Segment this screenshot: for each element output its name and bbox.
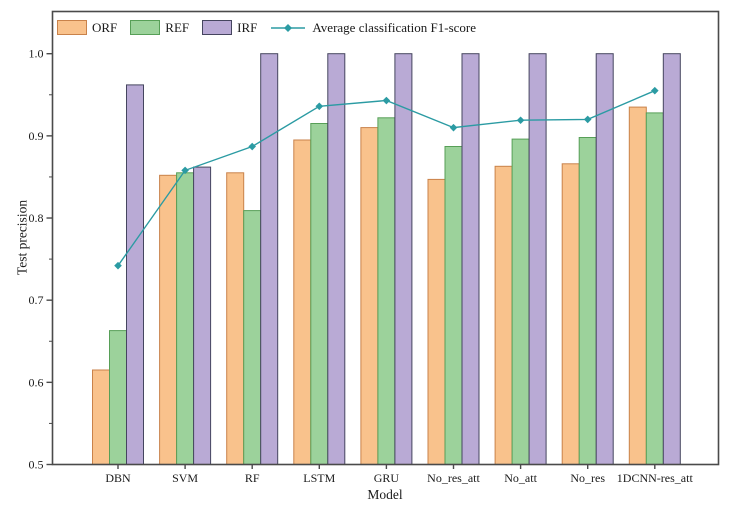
bar-irf-DBN bbox=[126, 84, 144, 466]
f1-score-marker-No_res bbox=[583, 115, 592, 124]
f1-score-marker-No_att bbox=[516, 116, 525, 125]
legend-swatch-ref bbox=[130, 20, 161, 35]
bar-irf-1DCNN-res_att bbox=[662, 53, 681, 465]
f1-score-marker-DBN bbox=[114, 261, 122, 270]
bar-orf-No_att bbox=[494, 165, 513, 466]
bar-irf-No_res_att bbox=[461, 53, 480, 465]
y-tick-label: 0.7 bbox=[29, 293, 44, 307]
bar-orf-DBN bbox=[92, 369, 110, 465]
bar-orf-GRU bbox=[360, 127, 379, 465]
legend-label-f1: Average classification F1-score bbox=[312, 19, 477, 35]
bar-orf-No_res_att bbox=[427, 178, 446, 465]
legend-swatch-orf bbox=[57, 20, 87, 35]
f1-score-marker-SVM bbox=[181, 166, 189, 175]
legend: ORF REF IRF Average classification F1-sc… bbox=[57, 20, 489, 35]
bar-orf-1DCNN-res_att bbox=[628, 106, 647, 465]
bar-ref-No_att bbox=[511, 138, 530, 465]
bar-irf-GRU bbox=[394, 53, 413, 465]
bar-ref-RF bbox=[243, 210, 262, 465]
x-tick-label: No_res bbox=[570, 471, 605, 485]
plot-frame bbox=[51, 10, 720, 466]
x-tick-label: LSTM bbox=[303, 471, 335, 485]
y-tick-label: 0.8 bbox=[29, 211, 44, 225]
bar-ref-No_res_att bbox=[444, 146, 463, 465]
y-axis-title: Test precision bbox=[14, 199, 30, 276]
x-tick-label: GRU bbox=[374, 471, 400, 485]
f1-score-marker-RF bbox=[248, 142, 256, 151]
x-tick-label: No_res_att bbox=[427, 471, 480, 485]
x-tick-label: 1DCNN-res_att bbox=[617, 471, 694, 485]
bar-orf-SVM bbox=[159, 174, 178, 466]
f1-score-marker-No_res_att bbox=[449, 123, 458, 132]
bar-irf-SVM bbox=[193, 166, 212, 465]
legend-label-ref: REF bbox=[165, 19, 190, 35]
bar-orf-LSTM bbox=[293, 139, 312, 465]
x-tick-label: RF bbox=[245, 471, 260, 485]
x-axis-title: Model bbox=[367, 487, 403, 502]
x-tick-label: SVM bbox=[172, 471, 198, 485]
x-tick-label: DBN bbox=[105, 471, 131, 485]
bar-ref-GRU bbox=[377, 117, 396, 466]
y-tick-label: 0.9 bbox=[29, 129, 44, 143]
y-tick-label: 1.0 bbox=[29, 47, 44, 61]
bar-irf-No_att bbox=[528, 53, 547, 465]
bar-ref-DBN bbox=[109, 330, 127, 465]
bar-ref-1DCNN-res_att bbox=[645, 112, 664, 466]
legend-swatch-irf bbox=[202, 20, 233, 35]
f1-score-marker-LSTM bbox=[315, 102, 324, 111]
x-tick-label: No_att bbox=[504, 471, 537, 485]
legend-label-irf: IRF bbox=[237, 19, 258, 35]
bar-orf-RF bbox=[226, 172, 245, 466]
f1-score-marker-GRU bbox=[382, 96, 391, 105]
bar-ref-No_res bbox=[578, 137, 597, 465]
legend-line-marker-icon bbox=[271, 23, 306, 32]
bar-ref-SVM bbox=[176, 172, 195, 466]
y-tick-label: 0.6 bbox=[29, 375, 44, 389]
legend-label-orf: ORF bbox=[92, 19, 118, 35]
bar-irf-RF bbox=[260, 53, 279, 465]
y-tick-label: 0.5 bbox=[29, 458, 44, 472]
bar-ref-LSTM bbox=[310, 123, 329, 465]
bar-irf-LSTM bbox=[327, 53, 346, 465]
bar-orf-No_res bbox=[561, 163, 580, 466]
f1-score-marker-1DCNN-res_att bbox=[651, 86, 659, 95]
